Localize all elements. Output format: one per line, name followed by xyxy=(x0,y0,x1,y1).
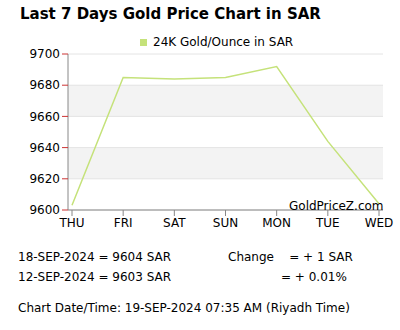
svg-text:9620: 9620 xyxy=(29,172,60,186)
svg-text:9700: 9700 xyxy=(29,47,60,61)
svg-text:9600: 9600 xyxy=(29,203,60,217)
html-text:Last 7 Days Gold Price Chart i: Last 7 Days Gold Price Chart in SAR xyxy=(20,5,321,23)
svg-text:9640: 9640 xyxy=(29,141,60,155)
html-text:24K Gold/Ounce in SAR: 24K Gold/Ounce in SAR xyxy=(153,35,294,49)
svg-text:TUE: TUE xyxy=(315,216,340,230)
svg-text:9680: 9680 xyxy=(29,78,60,92)
svg-text:SAT: SAT xyxy=(163,216,186,230)
html-text:Change = + 1 SAR: Change = + 1 SAR xyxy=(228,250,353,264)
html-text:GoldPriceZ.com: GoldPriceZ.com xyxy=(289,199,384,213)
html-text:18-SEP-2024 = 9604 SAR: 18-SEP-2024 = 9604 SAR xyxy=(18,250,172,264)
html-text:= + 0.01%: = + 0.01% xyxy=(281,270,347,284)
svg-text:SUN: SUN xyxy=(213,216,238,230)
svg-text:WED: WED xyxy=(365,216,392,230)
svg-text:FRI: FRI xyxy=(114,216,133,230)
html-text:Chart Date/Time: 19-SEP-2024 0: Chart Date/Time: 19-SEP-2024 07:35 AM (R… xyxy=(18,301,350,315)
svg-text:MON: MON xyxy=(262,216,291,230)
svg-text:9660: 9660 xyxy=(29,110,60,124)
svg-text:THU: THU xyxy=(58,216,84,230)
html-text:12-SEP-2024 = 9603 SAR: 12-SEP-2024 = 9603 SAR xyxy=(18,270,172,284)
